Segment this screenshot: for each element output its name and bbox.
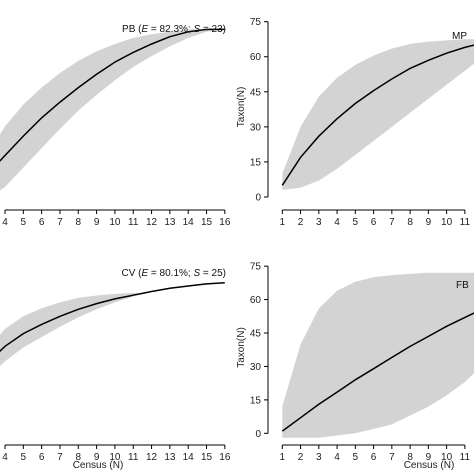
y-axis-title: Taxon(N): [236, 87, 247, 128]
x-tick-label: 9: [94, 452, 100, 463]
x-tick-label: 13: [164, 217, 176, 228]
x-tick-label: 4: [2, 217, 8, 228]
x-tick-label: 10: [441, 452, 453, 463]
x-tick-label: 9: [94, 217, 100, 228]
s-value: = 23): [200, 24, 226, 35]
y-tick-label: 15: [250, 157, 262, 168]
x-tick-label: 7: [389, 217, 395, 228]
y-tick-label: 45: [250, 87, 262, 98]
x-tick-label: 7: [57, 452, 63, 463]
x-tick-label: 10: [109, 452, 121, 463]
x-axis-title: Census (N): [73, 460, 124, 471]
site-code: CV (: [121, 268, 142, 279]
x-tick-label: 8: [407, 452, 413, 463]
x-tick-label: 4: [334, 452, 340, 463]
e-symbol: E: [141, 24, 148, 35]
y-tick-label: 45: [250, 329, 262, 340]
x-tick-label: 14: [183, 452, 195, 463]
panel-annotation: PB (E = 82.3%; S = 23): [122, 24, 226, 35]
y-tick-label: 75: [250, 262, 262, 273]
x-tick-label: 15: [201, 217, 213, 228]
x-tick-label: 12: [146, 452, 158, 463]
mean-curve: [281, 312, 474, 432]
x-tick-label: 11: [128, 217, 139, 228]
panel-cv: 4 5 6 7 8 9 10 11 12 13 14 15 16 Census (N) CV (E = 80…: [0, 268, 231, 471]
mean-curve: [0, 282, 225, 353]
site-code: FB: [456, 280, 469, 291]
x-tick-label: 10: [441, 217, 453, 228]
y-tick-label: 60: [250, 52, 262, 63]
x-tick-label: 8: [75, 217, 81, 228]
y-tick-label: 30: [250, 362, 262, 373]
x-tick-label: 5: [353, 452, 359, 463]
x-tick-label: 13: [164, 452, 176, 463]
x-tick-label: 2: [298, 452, 304, 463]
panel-pb: 4 5 6 7 8 9 10 11 12 13 14 15 16 PB (E = 82.3%; S = 2…: [0, 24, 231, 228]
y-tick-label: 60: [250, 295, 262, 306]
x-tick-label: 7: [57, 217, 63, 228]
x-tick-label: 8: [75, 452, 81, 463]
x-tick-label: 3: [316, 217, 322, 228]
x-tick-label: 11: [128, 452, 139, 463]
x-tick-label: 11: [460, 452, 471, 463]
x-tick-label: 6: [371, 217, 377, 228]
x-tick-label: 16: [219, 217, 231, 228]
x-tick-label: 12: [146, 217, 158, 228]
confidence-band: [0, 282, 225, 366]
y-tick-label: 30: [250, 122, 262, 133]
x-tick-label: 8: [407, 217, 413, 228]
mean-curve: [281, 44, 474, 186]
x-tick-label: 11: [460, 217, 471, 228]
s-symbol: S: [193, 24, 200, 35]
y-tick-label: 75: [250, 17, 262, 28]
x-tick-label: 6: [39, 217, 45, 228]
y-tick-label: 0: [255, 192, 261, 203]
panel-annotation: MP: [452, 31, 467, 42]
panel-annotation: CV (E = 80.1%; S = 25): [121, 268, 226, 279]
confidence-band: [282, 39, 474, 191]
x-tick-label: 5: [21, 217, 27, 228]
s-value: = 25): [200, 268, 226, 279]
x-tick-label: 3: [316, 452, 322, 463]
x-tick-label: 9: [426, 452, 432, 463]
x-tick-label: 6: [39, 452, 45, 463]
x-tick-label: 10: [109, 217, 121, 228]
x-tick-label: 5: [21, 452, 27, 463]
x-tick-label: 4: [334, 217, 340, 228]
site-code: MP: [452, 31, 467, 42]
x-tick-label: 2: [298, 217, 304, 228]
y-tick-label: 15: [250, 395, 262, 406]
mean-curve: [0, 28, 225, 162]
e-symbol: E: [141, 268, 148, 279]
confidence-band: [0, 29, 225, 191]
confidence-band: [282, 272, 474, 438]
x-axis-title: Census (N): [404, 460, 455, 471]
y-axis-title: Taxon(N): [236, 327, 247, 368]
x-tick-label: 16: [219, 452, 231, 463]
x-tick-label: 6: [371, 452, 377, 463]
site-code: PB (: [122, 24, 142, 35]
e-value: = 82.3%;: [148, 24, 193, 35]
x-tick-label: 1: [280, 217, 286, 228]
x-tick-label: 9: [426, 217, 432, 228]
x-tick-label: 15: [201, 452, 213, 463]
s-symbol: S: [193, 268, 200, 279]
x-tick-label: 4: [2, 452, 8, 463]
panel-annotation: FB: [456, 280, 469, 291]
x-tick-label: 14: [183, 217, 195, 228]
e-value: = 80.1%;: [148, 268, 193, 279]
x-tick-label: 5: [353, 217, 359, 228]
y-tick-label: 0: [255, 429, 261, 440]
x-tick-label: 7: [389, 452, 395, 463]
x-tick-label: 1: [280, 452, 286, 463]
